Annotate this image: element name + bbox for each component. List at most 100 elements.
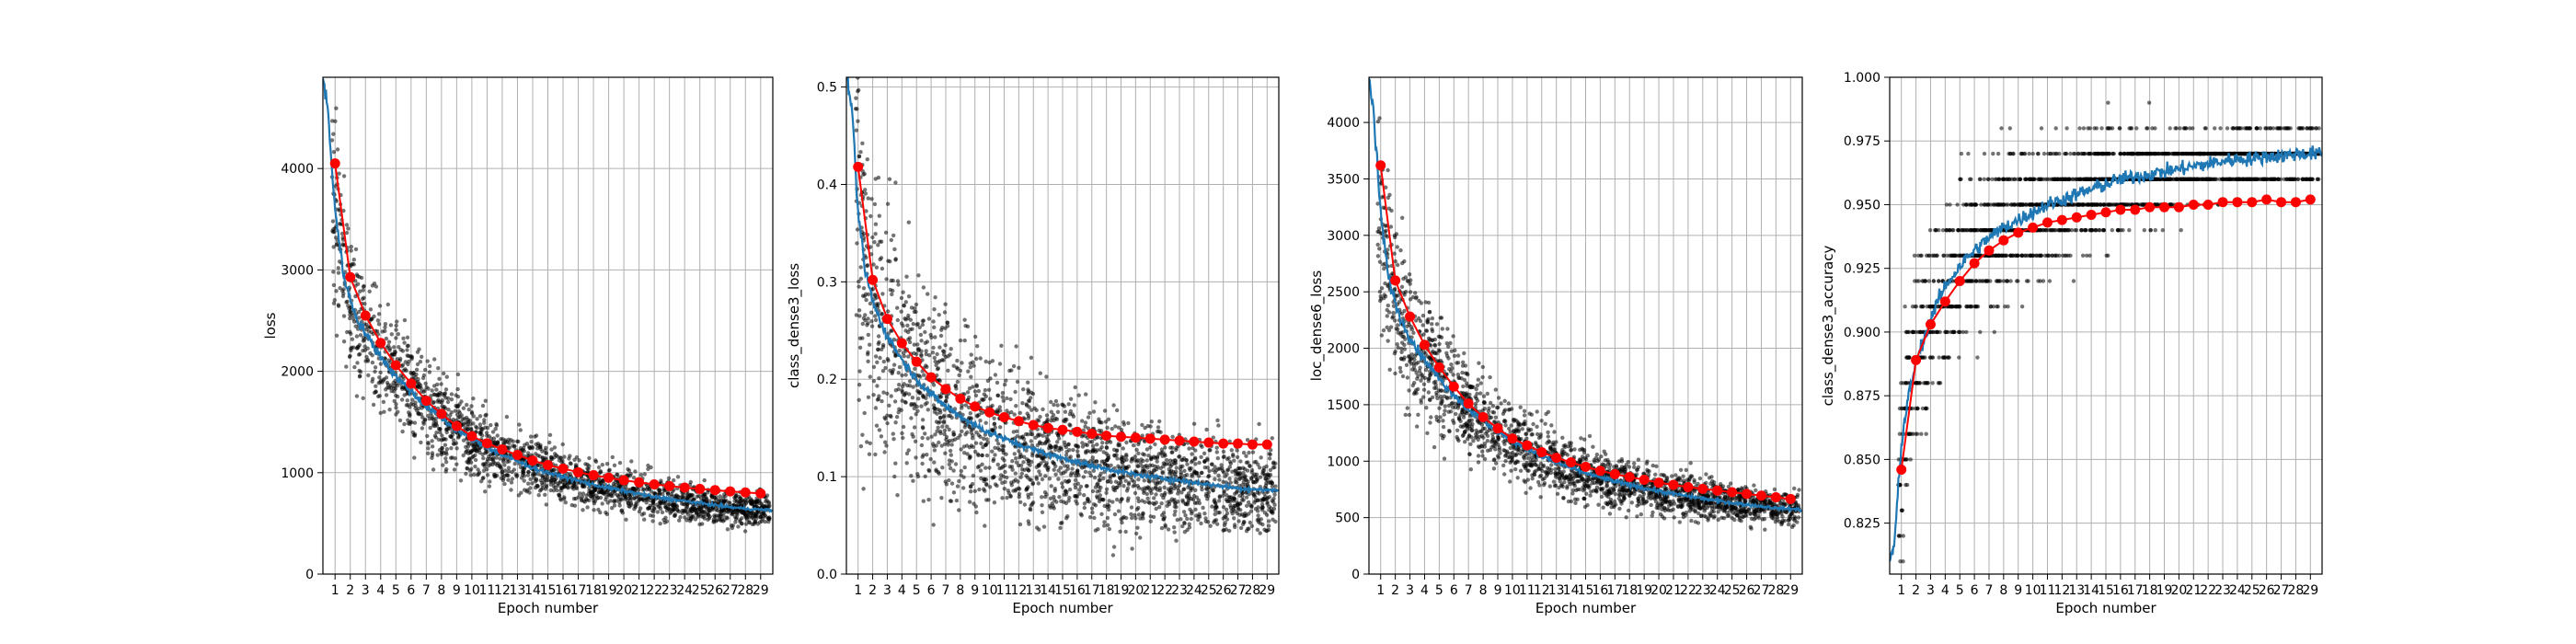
batch-point bbox=[354, 334, 360, 339]
batch-point bbox=[1246, 460, 1250, 465]
batch-point bbox=[485, 473, 490, 477]
batch-point bbox=[449, 397, 454, 402]
x-tick-label: 7 bbox=[422, 583, 431, 598]
batch-point bbox=[552, 445, 558, 450]
batch-point bbox=[551, 489, 557, 493]
batch-point bbox=[445, 399, 451, 405]
batch-point bbox=[870, 287, 876, 292]
batch-point bbox=[1185, 502, 1190, 507]
batch-point bbox=[558, 455, 563, 460]
batch-point bbox=[442, 371, 446, 376]
batch-point bbox=[1112, 512, 1118, 517]
batch-point bbox=[903, 300, 908, 305]
batch-point bbox=[978, 419, 983, 423]
batch-point bbox=[947, 458, 952, 463]
batch-point bbox=[1108, 440, 1113, 444]
batch-point bbox=[336, 270, 341, 275]
batch-point bbox=[857, 155, 862, 159]
batch-point bbox=[1792, 486, 1797, 491]
batch-point bbox=[1189, 466, 1193, 471]
epoch-marker bbox=[375, 338, 386, 349]
batch-point bbox=[604, 462, 610, 466]
batch-point bbox=[938, 395, 944, 399]
batch-point bbox=[1092, 476, 1098, 480]
batch-point bbox=[993, 453, 997, 457]
batch-point bbox=[1133, 516, 1138, 521]
batch-point bbox=[378, 362, 384, 366]
batch-point bbox=[610, 490, 615, 495]
batch-point bbox=[1259, 517, 1264, 522]
batch-point bbox=[397, 418, 403, 423]
batch-point bbox=[923, 329, 927, 335]
batch-point bbox=[1217, 510, 1222, 515]
batch-point bbox=[335, 147, 340, 152]
batch-point bbox=[906, 220, 911, 224]
batch-point bbox=[1018, 487, 1022, 491]
batch-point bbox=[587, 489, 592, 493]
batch-point bbox=[1070, 412, 1075, 417]
batch-point bbox=[556, 481, 560, 486]
batch-point bbox=[897, 407, 902, 411]
x-tick-label: 6 bbox=[407, 583, 415, 598]
batch-point bbox=[1018, 454, 1022, 460]
batch-point bbox=[407, 359, 411, 364]
batch-point bbox=[1396, 345, 1400, 350]
batch-point bbox=[469, 404, 474, 408]
batch-point bbox=[1019, 467, 1025, 472]
batch-point bbox=[466, 443, 471, 449]
batch-point bbox=[917, 325, 922, 329]
batch-point bbox=[970, 436, 975, 441]
x-tick-label: 17 bbox=[1084, 583, 1100, 598]
batch-point bbox=[930, 351, 936, 355]
batch-point bbox=[1026, 380, 1030, 385]
batch-point bbox=[1199, 521, 1203, 526]
x-tick-label: 2 bbox=[868, 583, 877, 598]
epoch-marker bbox=[466, 431, 477, 442]
batch-point bbox=[914, 322, 919, 328]
batch-point bbox=[1152, 496, 1156, 500]
batch-point bbox=[1249, 467, 1255, 473]
batch-point bbox=[1013, 471, 1018, 476]
batch-point bbox=[1133, 512, 1137, 518]
batch-point bbox=[1140, 422, 1144, 428]
batch-point bbox=[1208, 448, 1213, 453]
batch-point bbox=[679, 501, 684, 506]
batch-point bbox=[907, 379, 913, 384]
batch-point bbox=[1064, 453, 1069, 457]
batch-point bbox=[1190, 458, 1195, 463]
batch-point bbox=[1215, 455, 1221, 461]
batch-point bbox=[1038, 414, 1042, 420]
batch-point bbox=[975, 465, 981, 470]
batch-point bbox=[880, 398, 884, 404]
batch-point bbox=[931, 345, 936, 351]
batch-point bbox=[539, 487, 544, 492]
batch-point bbox=[1249, 523, 1255, 528]
batch-point bbox=[918, 332, 924, 338]
batch-point bbox=[436, 366, 441, 371]
batch-point bbox=[1175, 517, 1180, 523]
batch-point bbox=[1223, 521, 1228, 525]
batch-point bbox=[868, 213, 873, 219]
batch-point bbox=[958, 338, 963, 343]
batch-point bbox=[691, 513, 696, 519]
batch-point bbox=[362, 348, 368, 352]
batch-point bbox=[401, 368, 406, 373]
batch-point bbox=[1029, 390, 1034, 395]
batch-point bbox=[1024, 431, 1029, 437]
epoch-marker bbox=[853, 161, 864, 172]
batch-point bbox=[1235, 448, 1239, 453]
batch-point bbox=[1142, 438, 1146, 443]
batch-point bbox=[482, 420, 487, 425]
batch-point bbox=[1189, 516, 1194, 522]
batch-point bbox=[1028, 506, 1032, 512]
batch-point bbox=[1053, 398, 1059, 404]
batch-point bbox=[963, 432, 968, 437]
y-tick-label: 0.2 bbox=[817, 373, 837, 387]
batch-point bbox=[928, 332, 933, 338]
batch-point bbox=[1221, 493, 1225, 498]
y-tick-label: 0.1 bbox=[817, 470, 837, 485]
batch-point bbox=[1067, 495, 1072, 500]
batch-point bbox=[920, 461, 925, 466]
batch-point bbox=[598, 495, 604, 500]
batch-point bbox=[456, 415, 461, 420]
